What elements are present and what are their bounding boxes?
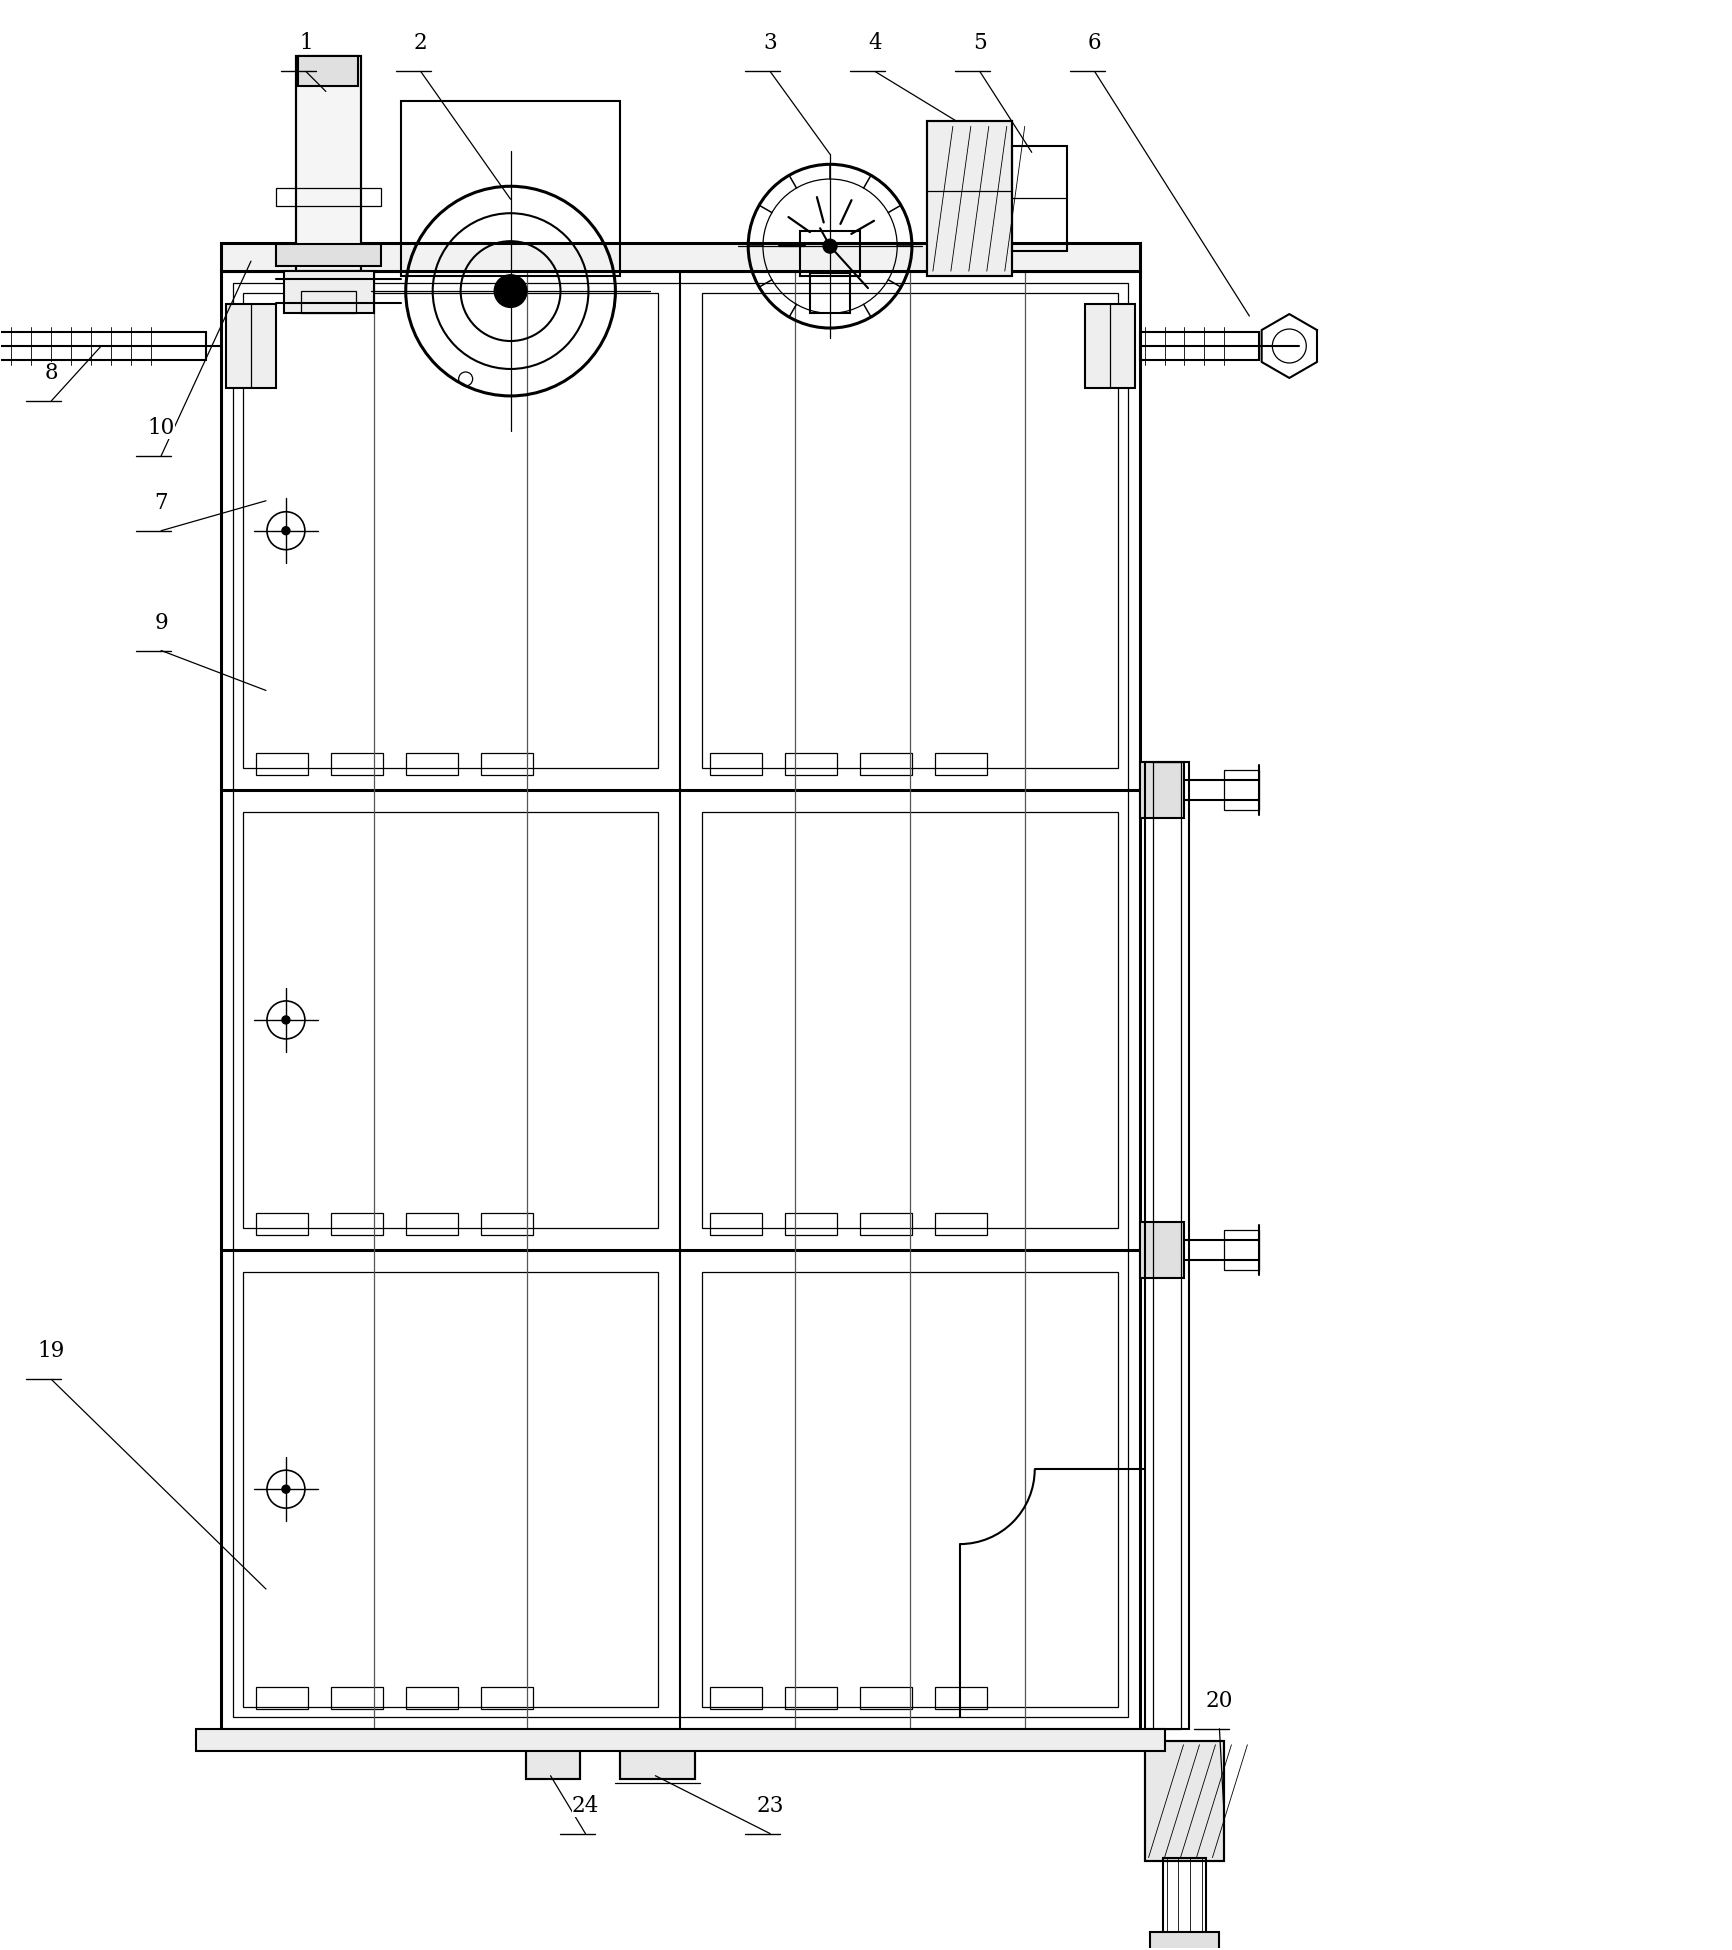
Bar — [701, 1271, 1117, 1706]
Bar — [222, 271, 1140, 1730]
Bar — [859, 753, 911, 776]
Bar — [1143, 1741, 1225, 1860]
Bar — [405, 1687, 457, 1708]
Text: 2: 2 — [414, 33, 428, 55]
Bar — [296, 57, 360, 271]
Bar — [710, 753, 762, 776]
Bar — [331, 1213, 383, 1234]
Bar — [785, 753, 837, 776]
Text: 6: 6 — [1088, 33, 1102, 55]
Bar — [1084, 304, 1134, 388]
Circle shape — [282, 526, 289, 534]
Bar — [331, 1687, 383, 1708]
Bar — [284, 271, 374, 314]
Bar — [785, 1687, 837, 1708]
Circle shape — [494, 275, 527, 306]
Bar — [480, 753, 532, 776]
Bar — [525, 1741, 580, 1778]
Bar — [1140, 762, 1183, 819]
Text: 5: 5 — [972, 33, 986, 55]
Text: 24: 24 — [572, 1794, 599, 1817]
Bar — [1140, 1221, 1183, 1277]
Bar — [331, 753, 383, 776]
Bar — [405, 1213, 457, 1234]
Bar — [400, 101, 620, 277]
Bar — [296, 57, 360, 271]
Bar — [232, 283, 1128, 1716]
Bar — [785, 1213, 837, 1234]
Bar — [480, 1687, 532, 1708]
Circle shape — [282, 1016, 289, 1024]
Bar — [242, 292, 658, 768]
Bar — [525, 1741, 580, 1778]
Bar — [1225, 770, 1259, 811]
Bar — [620, 1741, 695, 1778]
Bar — [859, 1687, 911, 1708]
Text: 23: 23 — [755, 1794, 783, 1817]
Bar — [480, 1213, 532, 1234]
Bar — [275, 244, 381, 265]
Bar — [0, 332, 206, 361]
Bar — [1143, 762, 1188, 1730]
Text: 7: 7 — [154, 491, 168, 513]
Bar — [800, 232, 859, 277]
Bar — [809, 273, 849, 314]
Bar — [1143, 1741, 1225, 1860]
Text: 8: 8 — [45, 363, 59, 384]
Bar — [1162, 1858, 1205, 1950]
Bar — [256, 1687, 308, 1708]
Text: 9: 9 — [154, 612, 168, 634]
Bar — [242, 1271, 658, 1706]
Bar — [1225, 1230, 1259, 1269]
Bar — [275, 189, 381, 207]
Bar — [934, 1687, 986, 1708]
Text: 1: 1 — [300, 33, 312, 55]
Text: 20: 20 — [1205, 1691, 1233, 1712]
Bar — [701, 813, 1117, 1228]
Text: 4: 4 — [868, 33, 882, 55]
Text: 10: 10 — [147, 417, 175, 439]
Bar — [256, 753, 308, 776]
Bar — [710, 1687, 762, 1708]
Bar — [298, 57, 357, 86]
Bar — [196, 1730, 1164, 1751]
Bar — [301, 291, 355, 314]
Circle shape — [823, 240, 837, 254]
Bar — [710, 1213, 762, 1234]
Bar — [1148, 1932, 1219, 1950]
Bar — [934, 753, 986, 776]
Bar — [927, 121, 1011, 277]
Bar — [1140, 332, 1259, 361]
Bar — [701, 292, 1117, 768]
Text: 3: 3 — [762, 33, 776, 55]
Bar — [1011, 146, 1067, 252]
Bar — [225, 304, 275, 388]
Bar — [620, 1741, 695, 1778]
Bar — [927, 121, 1011, 277]
Bar — [1152, 762, 1181, 1730]
Bar — [405, 753, 457, 776]
Bar — [859, 1213, 911, 1234]
Bar — [242, 813, 658, 1228]
Text: 19: 19 — [38, 1340, 66, 1363]
Bar — [256, 1213, 308, 1234]
Bar — [934, 1213, 986, 1234]
Circle shape — [282, 1486, 289, 1494]
Bar — [222, 244, 1140, 271]
